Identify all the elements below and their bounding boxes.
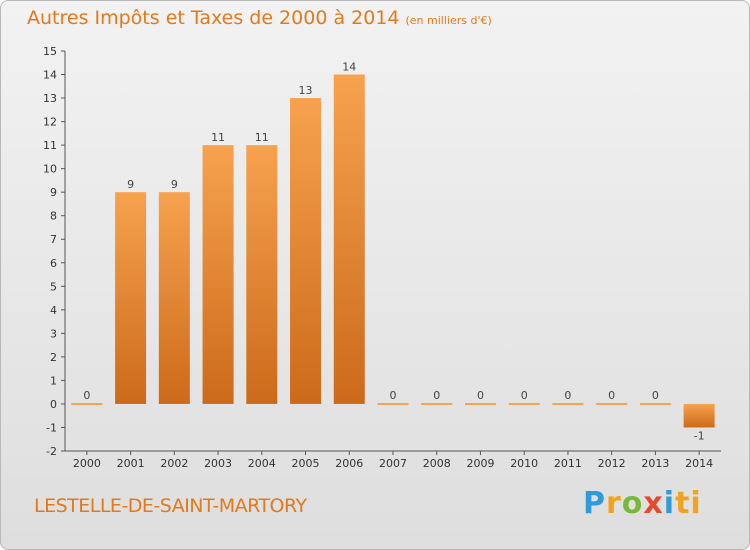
x-tick-label: 2004: [248, 457, 276, 470]
y-tick-label: 10: [43, 163, 57, 176]
y-tick-label: 11: [43, 139, 57, 152]
data-label: 13: [299, 84, 313, 97]
y-tick-label: 9: [50, 186, 57, 199]
bar: [333, 74, 365, 404]
x-tick-label: 2009: [466, 457, 494, 470]
y-tick-label: 1: [50, 374, 57, 387]
data-label: 9: [171, 178, 178, 191]
data-label: 0: [608, 389, 615, 402]
bar: [683, 403, 715, 428]
logo-letter: ti: [675, 486, 702, 521]
bar: [246, 145, 278, 404]
y-tick-label: 7: [50, 233, 57, 246]
data-label: 9: [127, 178, 134, 191]
chart-title: Autres Impôts et Taxes de 2000 à 2014 (en…: [27, 7, 492, 29]
y-tick-label: 2: [50, 351, 57, 364]
x-tick-label: 2014: [685, 457, 713, 470]
x-tick-label: 2000: [73, 457, 101, 470]
bar: [115, 192, 147, 404]
proxiti-logo[interactable]: Proxiti: [583, 486, 702, 521]
bar: [158, 192, 190, 404]
logo-letter: P: [583, 486, 606, 521]
unit-label: (en milliers d'€): [405, 14, 492, 27]
data-label: 11: [211, 131, 225, 144]
data-label: 14: [342, 61, 356, 74]
data-label: 0: [477, 389, 484, 402]
x-tick-label: 2006: [335, 457, 363, 470]
logo-letter: i: [663, 486, 676, 521]
y-tick-label: 0: [50, 398, 57, 411]
y-tick-label: 14: [43, 69, 57, 82]
x-tick-label: 2002: [160, 457, 188, 470]
y-tick-label: 6: [50, 257, 57, 270]
y-tick-label: 8: [50, 210, 57, 223]
commune-name: LESTELLE-DE-SAINT-MARTORY: [34, 495, 307, 517]
x-tick-label: 2008: [423, 457, 451, 470]
x-tick-label: 2003: [204, 457, 232, 470]
logo-letter: x: [643, 486, 664, 521]
logo-letter: o: [621, 486, 644, 521]
data-label: -1: [694, 429, 705, 442]
bar: [202, 145, 234, 404]
x-tick-label: 2005: [292, 457, 320, 470]
y-tick-label: 15: [43, 45, 57, 58]
data-label: 0: [652, 389, 659, 402]
y-tick-label: 3: [50, 327, 57, 340]
y-tick-label: 13: [43, 92, 57, 105]
x-tick-label: 2011: [554, 457, 582, 470]
data-label: 11: [255, 131, 269, 144]
x-tick-label: 2013: [641, 457, 669, 470]
data-label: 0: [521, 389, 528, 402]
data-label: 0: [390, 389, 397, 402]
data-label: 0: [83, 389, 90, 402]
data-label: 0: [433, 389, 440, 402]
logo-letter: r: [606, 486, 622, 521]
bar: [290, 98, 322, 404]
y-tick-label: -2: [46, 445, 57, 458]
y-tick-label: 12: [43, 116, 57, 129]
x-tick-label: 2012: [598, 457, 626, 470]
data-label: 0: [564, 389, 571, 402]
y-tick-label: 4: [50, 304, 57, 317]
x-tick-label: 2010: [510, 457, 538, 470]
x-tick-label: 2001: [117, 457, 145, 470]
y-tick-label: -1: [46, 421, 57, 434]
y-tick-label: 5: [50, 280, 57, 293]
x-tick-label: 2007: [379, 457, 407, 470]
